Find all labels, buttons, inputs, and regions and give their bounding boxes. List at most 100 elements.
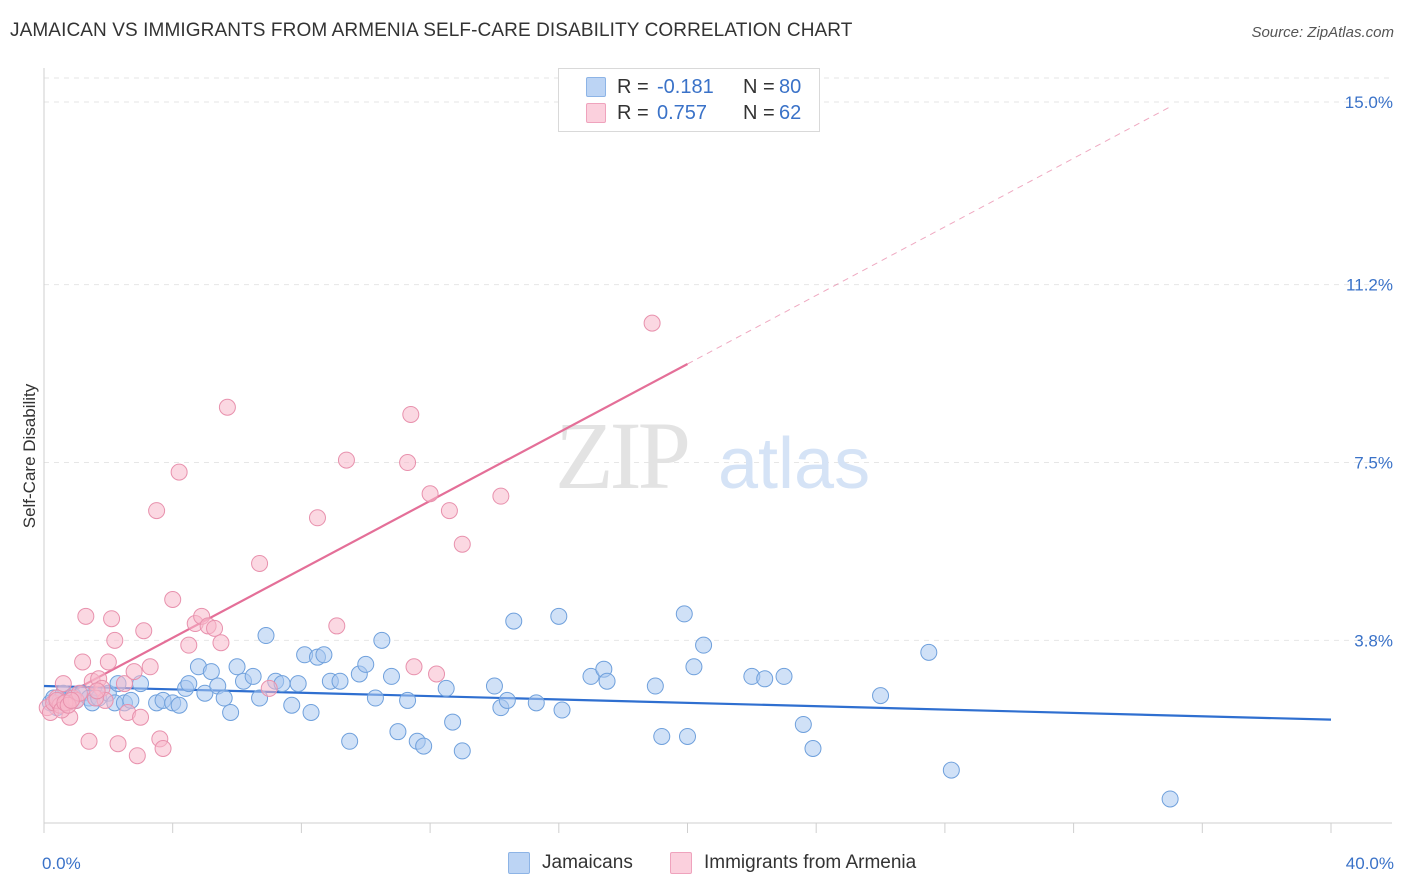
legend-n-value: 62 bbox=[779, 101, 802, 124]
grid-lines bbox=[44, 77, 1392, 641]
point-jamaicans bbox=[685, 658, 703, 676]
point-armenia bbox=[399, 454, 417, 472]
legend-label-jamaicans: Jamaicans bbox=[542, 852, 633, 873]
point-jamaicans bbox=[646, 677, 664, 695]
data-points bbox=[38, 314, 1179, 808]
legend-r-label: R = bbox=[617, 101, 649, 124]
x-tick-label: 40.0% bbox=[1346, 854, 1394, 873]
point-armenia bbox=[402, 405, 420, 423]
point-jamaicans bbox=[244, 667, 262, 685]
point-armenia bbox=[141, 658, 159, 676]
point-jamaicans bbox=[695, 636, 713, 654]
tick-labels: 3.8% 7.5% 11.2% 15.0% 0.0% 40.0% bbox=[42, 93, 1394, 873]
point-jamaicans bbox=[382, 667, 400, 685]
series-legend: Jamaicans Immigrants from Armenia bbox=[0, 852, 1406, 876]
point-jamaicans bbox=[920, 643, 938, 661]
point-armenia bbox=[148, 502, 166, 520]
point-jamaicans bbox=[775, 667, 793, 685]
y-axis-label: Self-Care Disability bbox=[20, 383, 39, 529]
legend-row-jamaicans: R = -0.181 N = 80 bbox=[586, 75, 801, 99]
point-jamaicans bbox=[415, 737, 433, 755]
legend-swatch-armenia bbox=[586, 103, 606, 123]
x-tick-label: 0.0% bbox=[42, 854, 81, 873]
legend-n-label: N = bbox=[743, 75, 775, 98]
point-jamaicans bbox=[357, 655, 375, 673]
point-armenia bbox=[154, 740, 172, 757]
point-jamaicans bbox=[794, 715, 812, 733]
point-jamaicans bbox=[180, 675, 198, 693]
point-armenia bbox=[428, 665, 446, 683]
point-armenia bbox=[492, 487, 510, 505]
point-jamaicans bbox=[679, 727, 696, 745]
point-armenia bbox=[251, 554, 269, 572]
point-jamaicans bbox=[202, 663, 220, 681]
point-jamaicans bbox=[498, 691, 516, 709]
y-tick-label: 11.2% bbox=[1346, 276, 1393, 295]
y-tick-label: 3.8% bbox=[1354, 631, 1393, 650]
point-jamaicans bbox=[653, 727, 671, 745]
point-armenia bbox=[88, 682, 106, 700]
point-jamaicans bbox=[437, 679, 455, 697]
point-armenia bbox=[74, 653, 92, 671]
point-jamaicans bbox=[399, 691, 417, 709]
legend-item-jamaicans[interactable]: Jamaicans bbox=[508, 852, 633, 874]
legend-item-armenia[interactable]: Immigrants from Armenia bbox=[670, 852, 916, 874]
point-jamaicans bbox=[550, 607, 568, 625]
point-jamaicans bbox=[942, 761, 960, 779]
point-armenia bbox=[77, 607, 95, 625]
point-jamaicans bbox=[215, 689, 233, 707]
point-jamaicans bbox=[582, 667, 600, 685]
point-armenia bbox=[62, 691, 80, 709]
point-armenia bbox=[125, 663, 143, 681]
point-armenia bbox=[212, 634, 230, 652]
point-jamaicans bbox=[366, 689, 384, 707]
point-armenia bbox=[440, 502, 458, 520]
point-jamaicans bbox=[444, 713, 462, 731]
point-jamaicans bbox=[289, 675, 307, 693]
legend-swatch-jamaicans bbox=[508, 852, 530, 874]
point-jamaicans bbox=[505, 612, 523, 630]
point-armenia bbox=[135, 622, 153, 640]
point-jamaicans bbox=[453, 742, 471, 760]
point-jamaicans bbox=[196, 684, 214, 702]
legend-r-label: R = bbox=[617, 75, 649, 98]
y-tick-label: 7.5% bbox=[1354, 454, 1393, 473]
point-jamaicans bbox=[341, 732, 359, 750]
point-armenia bbox=[54, 675, 72, 693]
point-jamaicans bbox=[222, 703, 240, 721]
point-armenia bbox=[643, 314, 661, 332]
point-jamaicans bbox=[170, 696, 188, 714]
point-jamaicans bbox=[527, 694, 545, 712]
point-armenia bbox=[308, 509, 326, 527]
legend-label-armenia: Immigrants from Armenia bbox=[704, 852, 917, 873]
point-armenia bbox=[99, 653, 117, 671]
point-armenia bbox=[80, 732, 98, 750]
y-tick-label: 15.0% bbox=[1345, 93, 1393, 112]
point-armenia bbox=[206, 619, 224, 637]
point-armenia bbox=[103, 610, 121, 628]
point-jamaicans bbox=[302, 703, 320, 721]
point-armenia bbox=[337, 451, 355, 469]
trend-extension-armenia bbox=[687, 106, 1171, 365]
watermark-atlas: atlas bbox=[718, 424, 870, 504]
trend-line-armenia bbox=[72, 363, 689, 692]
chart-title: JAMAICAN VS IMMIGRANTS FROM ARMENIA SELF… bbox=[10, 20, 853, 41]
point-armenia bbox=[453, 535, 471, 553]
point-jamaicans bbox=[1161, 790, 1179, 808]
point-armenia bbox=[109, 735, 127, 753]
point-jamaicans bbox=[373, 631, 391, 649]
point-armenia bbox=[164, 591, 182, 608]
point-armenia bbox=[405, 658, 423, 676]
trend-lines bbox=[43, 106, 1332, 721]
point-armenia bbox=[115, 675, 133, 693]
point-jamaicans bbox=[756, 670, 774, 688]
point-armenia bbox=[106, 631, 124, 649]
chart-source: Source: ZipAtlas.com bbox=[1251, 24, 1394, 41]
watermark-zip: ZIP bbox=[555, 402, 688, 509]
point-armenia bbox=[218, 398, 236, 416]
point-jamaicans bbox=[485, 677, 503, 695]
point-armenia bbox=[421, 485, 439, 503]
correlation-legend: R = -0.181 N = 80 R = 0.757 N = 62 bbox=[558, 68, 820, 132]
point-armenia bbox=[132, 708, 150, 726]
